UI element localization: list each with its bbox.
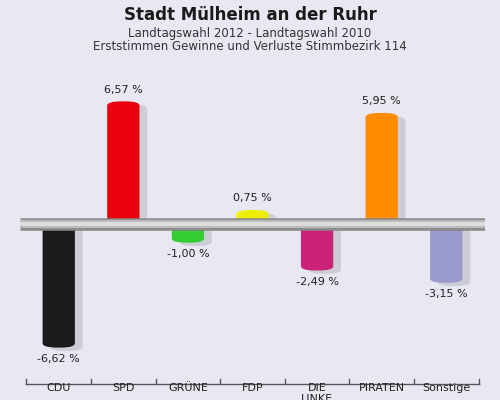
Text: Landtagswahl 2012 - Landtagswahl 2010: Landtagswahl 2012 - Landtagswahl 2010 (128, 27, 372, 40)
Text: Sonstige: Sonstige (422, 383, 470, 393)
FancyBboxPatch shape (430, 224, 462, 283)
Text: -2,49 %: -2,49 % (296, 277, 339, 287)
FancyBboxPatch shape (244, 213, 276, 227)
Text: DIE
LINKE: DIE LINKE (301, 383, 333, 400)
Text: FDP: FDP (242, 383, 264, 393)
Text: PIRATEN: PIRATEN (358, 383, 405, 393)
Text: -3,15 %: -3,15 % (425, 289, 468, 299)
Text: CDU: CDU (46, 383, 71, 393)
FancyBboxPatch shape (50, 227, 82, 351)
Text: -1,00 %: -1,00 % (166, 249, 209, 259)
FancyBboxPatch shape (115, 105, 147, 227)
FancyBboxPatch shape (301, 224, 333, 270)
Text: -6,62 %: -6,62 % (38, 354, 80, 364)
Text: SPD: SPD (112, 383, 134, 393)
FancyBboxPatch shape (438, 227, 470, 286)
Text: 6,57 %: 6,57 % (104, 85, 142, 95)
FancyBboxPatch shape (366, 113, 398, 224)
FancyBboxPatch shape (42, 224, 75, 348)
FancyBboxPatch shape (107, 101, 140, 224)
Text: 5,95 %: 5,95 % (362, 96, 401, 106)
Text: Erststimmen Gewinne und Verluste Stimmbezirk 114: Erststimmen Gewinne und Verluste Stimmbe… (93, 40, 407, 53)
Text: GRÜNE: GRÜNE (168, 383, 208, 393)
FancyBboxPatch shape (236, 210, 268, 224)
FancyBboxPatch shape (374, 116, 406, 227)
Text: 0,75 %: 0,75 % (233, 194, 272, 204)
Text: Stadt Mülheim an der Ruhr: Stadt Mülheim an der Ruhr (124, 6, 376, 24)
FancyBboxPatch shape (308, 227, 341, 274)
FancyBboxPatch shape (172, 224, 204, 243)
FancyBboxPatch shape (180, 227, 212, 246)
